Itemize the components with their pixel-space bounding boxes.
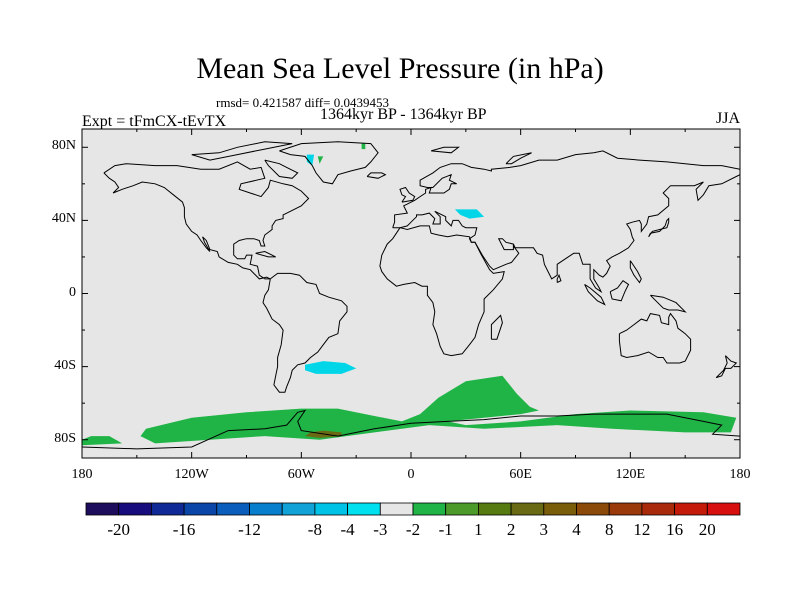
anomaly-region-south-atlantic-low — [305, 361, 357, 374]
season-label: JJA — [716, 110, 741, 127]
colorbar-box — [150, 502, 185, 516]
colorbar-label: 8 — [604, 520, 614, 539]
colorbar-box — [510, 502, 545, 516]
lat-tick-label: 80N — [51, 138, 76, 154]
colorbar-box — [249, 502, 283, 516]
colorbar-label: -4 — [340, 520, 355, 539]
lat-tick-label: 0 — [69, 284, 76, 300]
period-line: 1364kyr BP - 1364kyr BP — [320, 106, 487, 123]
coastline-cuba — [255, 250, 276, 258]
lon-tick-label: 180 — [729, 467, 751, 482]
coastline-japan — [648, 217, 670, 238]
coastline-novaya-zemlya — [505, 152, 532, 165]
coastline-africa — [379, 225, 505, 357]
colorbar-label: 3 — [539, 520, 549, 539]
coastline-australia — [618, 312, 692, 364]
anomaly-region-southern-ocean-band — [140, 375, 737, 444]
colorbar-box — [183, 502, 218, 516]
colorbar-box — [477, 502, 512, 516]
colorbar-label: -2 — [405, 520, 421, 539]
coastline-great-britain — [399, 186, 416, 203]
chart-title: Mean Sea Level Pressure (in hPa) — [196, 52, 604, 85]
anomaly-region-greenland-high — [317, 156, 324, 164]
colorbar-box — [543, 502, 577, 516]
lon-tick-label: 0 — [407, 467, 415, 482]
anomaly-region-black-sea-low — [454, 209, 485, 219]
colorbar-label: 4 — [572, 520, 581, 539]
colorbar-label: -12 — [238, 520, 261, 539]
coastline-madagascar — [490, 314, 503, 340]
coastline-antarctica — [82, 409, 740, 450]
experiment-label: Expt = tFmCX-tEvTX — [82, 113, 227, 130]
coastline-svalbard — [430, 146, 460, 154]
colorbar-box — [379, 502, 414, 516]
colorbar-box — [576, 502, 610, 516]
lat-tick-label: 40N — [51, 211, 76, 227]
coastlines — [82, 141, 740, 450]
colorbar-label: -3 — [373, 520, 388, 539]
lat-tick-label: 40S — [54, 357, 76, 373]
coastline-baffin-island — [264, 159, 299, 179]
anomaly-region-greenland-high-2 — [361, 143, 366, 150]
lon-tick-label: 120W — [174, 467, 209, 482]
coastline-south-america — [262, 272, 348, 393]
map-background — [82, 129, 740, 458]
coastline-sri-lanka — [556, 273, 562, 283]
colorbar-box — [641, 502, 676, 516]
lon-tick-label: 120E — [615, 467, 646, 482]
coastline-iceland — [366, 172, 387, 179]
colorbar-box — [347, 502, 381, 516]
coastline-new-guinea — [650, 294, 687, 313]
lon-tick-label: 60W — [287, 467, 315, 482]
colorbar-label: -1 — [438, 520, 453, 539]
coastline-arctic-islands — [191, 141, 293, 161]
colorbar-box — [118, 502, 152, 516]
colorbar-box — [314, 502, 348, 516]
colorbar-box — [281, 502, 316, 516]
colorbar-label: -20 — [107, 520, 131, 539]
coastline-sumatra — [584, 283, 606, 306]
coastline-greenland — [279, 141, 379, 185]
anomaly-region-ross-sea-patch — [82, 436, 123, 446]
colorbar-label: 1 — [474, 520, 483, 539]
coastline-borneo — [609, 280, 630, 302]
lat-tick-label: 80S — [54, 430, 76, 446]
colorbar-box — [674, 502, 708, 516]
colorbar-label: 16 — [666, 520, 684, 539]
colorbar-box — [412, 502, 447, 516]
colorbar-label: -16 — [172, 520, 196, 539]
coastline-new-zealand — [715, 355, 738, 379]
colorbar-label: -8 — [307, 520, 322, 539]
colorbar-label: 20 — [698, 520, 716, 539]
colorbar-box — [85, 502, 120, 516]
colorbar-box — [216, 502, 250, 516]
coastline-north-america — [103, 161, 310, 280]
colorbar-box — [445, 502, 479, 516]
lon-tick-label: 180 — [71, 467, 93, 482]
lon-tick-label: 60E — [509, 467, 532, 482]
colorbar-label: 2 — [506, 520, 516, 539]
coastline-philippines — [629, 260, 642, 284]
anomaly-region-greenland-low — [306, 154, 315, 166]
colorbar-label: 12 — [633, 520, 651, 539]
colorbar-box — [608, 502, 643, 516]
colorbar-box — [706, 502, 741, 516]
stats-line: rmsd= 0.421587 diff= 0.0439453 — [216, 95, 389, 110]
